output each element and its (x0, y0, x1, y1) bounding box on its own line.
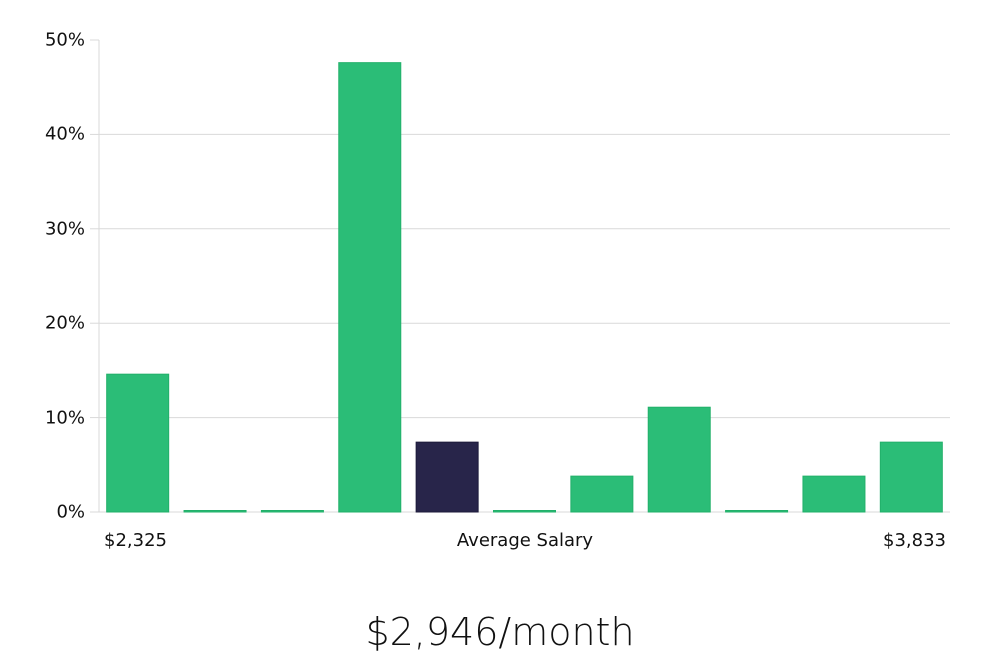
histogram-bar (338, 62, 402, 513)
histogram-bar (493, 510, 556, 513)
x-max-label: $3,833 (883, 530, 946, 551)
histogram-bar (879, 441, 943, 513)
y-tick-30: 30% (44, 218, 85, 240)
y-tick-50: 50% (44, 29, 85, 51)
x-axis-title: Average Salary (456, 530, 594, 551)
histogram-bar (647, 406, 711, 513)
histogram-bar (802, 475, 866, 513)
bar-average-salary (415, 441, 479, 513)
histogram-bar (106, 373, 170, 513)
y-tick-20: 20% (44, 312, 85, 334)
histogram-bar (183, 510, 247, 513)
chart-title: $2,946/month (365, 610, 635, 654)
y-tick-0: 0% (56, 501, 85, 523)
histogram-bar (725, 510, 789, 513)
x-min-label: $2,325 (104, 530, 167, 551)
salary-histogram (90, 39, 950, 513)
histogram-bar (260, 510, 324, 513)
y-tick-10: 10% (44, 407, 85, 429)
histogram-bar (570, 475, 634, 513)
y-tick-40: 40% (44, 123, 85, 145)
chart-plot-area (90, 39, 950, 513)
